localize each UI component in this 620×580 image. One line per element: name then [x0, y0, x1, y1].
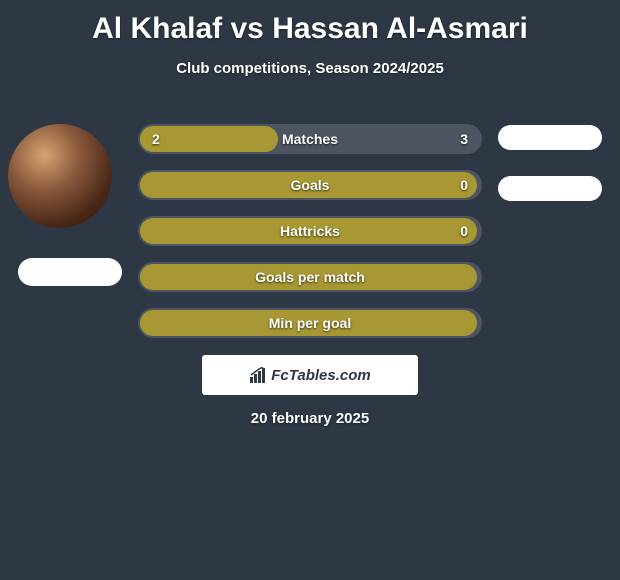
stat-label: Hattricks — [280, 223, 340, 239]
player-right-flag-2 — [498, 176, 602, 201]
stat-fill — [140, 126, 278, 152]
stat-bar-matches: 2 Matches 3 — [138, 124, 482, 154]
watermark-text: FcTables.com — [271, 367, 370, 384]
competition-subtitle: Club competitions, Season 2024/2025 — [0, 60, 620, 77]
stat-bar-min-per-goal: Min per goal — [138, 308, 482, 338]
comparison-title: Al Khalaf vs Hassan Al-Asmari — [0, 0, 620, 46]
watermark-badge: FcTables.com — [202, 355, 418, 395]
stat-label: Goals per match — [255, 269, 365, 285]
stat-bar-goals-per-match: Goals per match — [138, 262, 482, 292]
player-left-avatar — [8, 124, 112, 228]
stat-label: Goals — [291, 177, 330, 193]
player-right-flag-1 — [498, 125, 602, 150]
stat-value-left: 2 — [152, 131, 160, 147]
stat-bar-goals: Goals 0 — [138, 170, 482, 200]
stat-label: Min per goal — [269, 315, 351, 331]
player-left-flag — [18, 258, 122, 286]
stat-label: Matches — [282, 131, 338, 147]
stat-value-right: 0 — [460, 223, 468, 239]
stat-value-right: 0 — [460, 177, 468, 193]
stat-bar-hattricks: Hattricks 0 — [138, 216, 482, 246]
stat-value-right: 3 — [460, 131, 468, 147]
snapshot-date: 20 february 2025 — [0, 410, 620, 427]
stats-bars: 2 Matches 3 Goals 0 Hattricks 0 Goals pe… — [138, 124, 482, 354]
chart-icon — [249, 367, 267, 383]
